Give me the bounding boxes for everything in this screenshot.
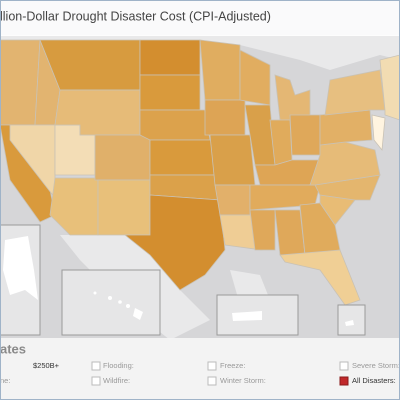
checkbox[interactable] — [339, 376, 349, 386]
filter-label: All Disasters: — [352, 376, 396, 385]
scale-label: $250B+ — [33, 361, 60, 370]
checkbox[interactable] — [207, 376, 217, 386]
map-title: llion-Dollar Drought Disaster Cost (CPI-… — [0, 9, 271, 23]
state — [319, 109, 373, 146]
state — [379, 54, 400, 121]
state — [97, 179, 151, 236]
inset-shape — [3, 236, 38, 300]
filter-label: Winter Storm: — [220, 376, 266, 385]
state — [274, 209, 306, 256]
state — [214, 184, 251, 216]
title-bar — [0, 0, 400, 36]
state — [149, 139, 216, 176]
state — [0, 39, 41, 126]
inset-shape — [93, 291, 143, 320]
filter-label: Flooding: — [103, 361, 134, 370]
filter-label: Freeze: — [220, 361, 245, 370]
inset-shape — [232, 311, 262, 321]
state — [289, 114, 321, 156]
state — [249, 209, 276, 251]
checkbox[interactable] — [339, 361, 349, 371]
states — [0, 39, 400, 306]
checkbox[interactable] — [91, 376, 101, 386]
state — [139, 109, 211, 141]
state — [371, 114, 386, 152]
inset-shape — [345, 320, 354, 326]
state — [139, 74, 201, 111]
state — [199, 39, 241, 101]
inset-box — [61, 269, 161, 336]
checkbox[interactable] — [207, 361, 217, 371]
state — [94, 134, 151, 181]
state — [324, 69, 386, 116]
land — [0, 35, 400, 70]
legend-heading: ates — [0, 341, 26, 356]
filter-label: Severe Storm: — [352, 361, 400, 370]
inset-box — [337, 304, 366, 336]
state — [123, 194, 226, 291]
state — [204, 99, 246, 136]
state — [209, 134, 256, 186]
filter-label: Wildfire: — [103, 376, 130, 385]
state — [299, 202, 341, 256]
state — [49, 177, 99, 236]
filters: Flooding: Freeze: Severe Storm: Wildfire… — [91, 361, 400, 386]
state — [139, 39, 201, 76]
legend-label: ne: — [0, 376, 10, 385]
legend-panel — [0, 338, 400, 400]
checkbox[interactable] — [91, 361, 101, 371]
